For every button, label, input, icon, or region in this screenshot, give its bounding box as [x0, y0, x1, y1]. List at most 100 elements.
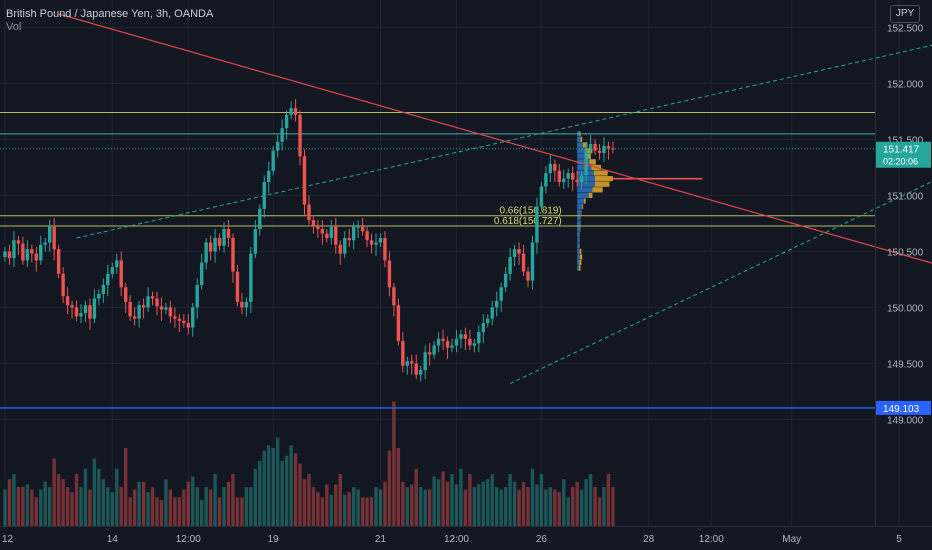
volume-profile-row-up — [577, 248, 580, 255]
volume-bar — [566, 497, 570, 526]
volume-bar — [204, 487, 208, 526]
volume-bar — [173, 497, 177, 526]
candle-body — [311, 220, 316, 227]
candle-body — [575, 179, 579, 182]
volume-bar — [311, 487, 316, 526]
volume-bar — [213, 474, 217, 526]
candle-body — [271, 150, 275, 171]
volume-bar — [405, 487, 409, 526]
volume-profile-row-down — [586, 148, 593, 154]
volume-bar — [383, 481, 387, 526]
candle-body — [83, 305, 88, 314]
volume-bar — [39, 489, 43, 526]
candle-body — [378, 238, 383, 243]
price-tick-label: 150.000 — [887, 303, 924, 314]
volume-bar — [490, 474, 494, 526]
time-tick-label: 5 — [896, 534, 902, 545]
price-tick-label: 150.500 — [887, 247, 924, 258]
volume-bar — [481, 481, 485, 526]
channel-upper — [76, 44, 932, 239]
volume-profile-row-up — [577, 192, 589, 199]
candle-body — [468, 338, 472, 346]
candle-body — [521, 253, 526, 272]
candle-body — [186, 323, 190, 328]
volume-bar — [30, 489, 34, 526]
volume-bar — [486, 479, 490, 526]
volume-bar — [235, 497, 240, 526]
candle-body — [512, 249, 517, 258]
candle-body — [401, 341, 405, 366]
candle-body — [562, 178, 566, 182]
volume-bar — [258, 461, 262, 526]
volume-bar — [155, 497, 159, 526]
volume-profile-row-up — [577, 254, 580, 260]
volume-bar — [65, 487, 70, 526]
volume-bar — [387, 450, 392, 526]
volume-bar — [325, 484, 329, 526]
candle-body — [110, 267, 114, 274]
candle-body — [43, 242, 47, 245]
volume-bar — [199, 500, 204, 526]
volume-bar — [61, 479, 65, 526]
candle-body — [12, 240, 16, 259]
volume-bar — [92, 458, 97, 526]
candle-body — [606, 146, 611, 149]
candle-body — [88, 305, 92, 319]
candle-body — [302, 156, 307, 205]
candle-body — [553, 164, 557, 171]
volume-profile-row-up — [577, 159, 590, 165]
candle-body — [34, 253, 38, 261]
candle-body — [351, 226, 356, 241]
candle-body — [423, 352, 427, 371]
candle-body — [235, 271, 240, 302]
time-tick-label: 12:00 — [444, 534, 469, 545]
volume-bar — [419, 487, 423, 526]
candle-body — [177, 318, 182, 321]
candle-body — [101, 285, 106, 294]
candle-body — [199, 262, 204, 286]
candle-body — [191, 307, 195, 328]
volume-profile-row-down — [586, 153, 591, 159]
candle-body — [119, 260, 123, 288]
candle-body — [164, 307, 168, 310]
candle-body — [168, 307, 173, 317]
volume-profile-row-up — [577, 204, 583, 210]
candle-body — [454, 338, 459, 346]
candle-body — [115, 260, 119, 268]
candle-body — [338, 244, 342, 254]
volume-bar — [606, 474, 611, 526]
candle-body — [329, 226, 334, 238]
candle-body — [275, 141, 280, 151]
candle-body — [557, 170, 561, 182]
fib-label-fib-0618: 0.618(150.727) — [494, 216, 562, 227]
volume-bar — [597, 497, 602, 526]
candle-body — [566, 173, 570, 179]
volume-bar — [477, 484, 481, 526]
price-tick-label: 149.000 — [887, 415, 924, 426]
candle-body — [481, 323, 485, 333]
candle-body — [472, 343, 477, 346]
volume-bar — [557, 492, 561, 526]
volume-bar — [168, 489, 173, 526]
channel-lower — [509, 181, 932, 385]
candle-body — [508, 257, 512, 274]
volume-bar — [378, 489, 383, 526]
volume-bar — [123, 448, 128, 526]
volume-bar — [271, 448, 275, 526]
candle-body — [419, 370, 423, 375]
currency-button[interactable]: JPY — [890, 5, 920, 23]
candle-body — [459, 334, 463, 339]
volume-bar — [208, 489, 213, 526]
candle-body — [132, 316, 137, 319]
candle-body — [410, 361, 414, 364]
candle-body — [141, 305, 146, 308]
volume-bar — [253, 468, 258, 526]
candle-body — [463, 334, 468, 339]
volume-bar — [164, 479, 168, 526]
volume-bar — [21, 487, 25, 526]
volume-bar — [284, 455, 289, 526]
volume-bar — [110, 492, 114, 526]
time-tick-label: 12:00 — [176, 534, 201, 545]
